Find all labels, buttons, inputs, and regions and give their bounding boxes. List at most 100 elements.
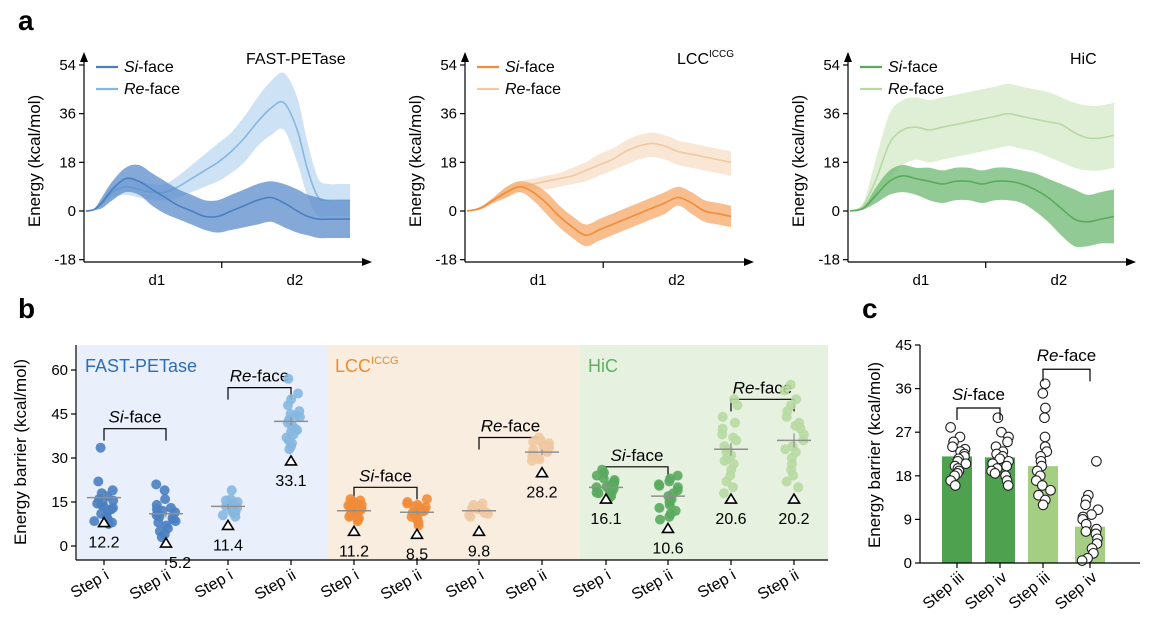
lowest-value-marker (347, 524, 361, 537)
series-band-si-face (467, 181, 731, 247)
data-point (655, 514, 665, 525)
x-tick-label: Step ii (378, 567, 425, 604)
data-point (719, 488, 729, 499)
legend-label: Re-face (505, 81, 561, 98)
data-point (92, 498, 103, 509)
lowest-value-label: 10.6 (652, 540, 683, 557)
data-point (728, 482, 738, 493)
panel-letter-c: c (862, 293, 878, 324)
x-tick-label: Step ii (252, 567, 299, 604)
data-point (479, 508, 490, 519)
data-point (781, 476, 792, 487)
group-name: FAST-PETase (85, 356, 197, 376)
data-point (1040, 402, 1051, 414)
x-tick-label: Step iv (962, 569, 1010, 613)
data-point (1037, 499, 1049, 511)
data-point (654, 502, 665, 513)
enzyme-group-1: FAST-PETase Si-face Re-face 12.2 5.2 11.4 33.1 (77, 345, 327, 572)
data-point (1045, 484, 1056, 496)
lowest-value-label: 12.2 (88, 535, 119, 552)
lowest-value-label: 11.2 (339, 543, 369, 560)
x-tick-label: Step iii (920, 569, 968, 613)
lowest-value-label: 9.8 (468, 543, 490, 560)
lowest-value-label: 5.2 (169, 555, 191, 572)
data-point (1080, 499, 1091, 511)
legend-label: Si-face (888, 59, 938, 76)
data-point (220, 495, 231, 506)
data-point (284, 444, 295, 455)
group-name: HiC (588, 356, 618, 376)
lowest-value-label: 8.5 (406, 546, 428, 563)
series-band-re-face (467, 132, 731, 211)
x-tick-label: Step ii (503, 567, 550, 604)
data-point (467, 503, 477, 514)
y-tick-label: 18 (823, 154, 840, 171)
y-tick-label: -18 (818, 252, 840, 269)
lowest-value-marker (284, 454, 298, 466)
data-point (1039, 378, 1051, 390)
data-point (151, 479, 162, 490)
lowest-value-marker (221, 518, 235, 531)
significance-bracket (103, 428, 167, 441)
data-point (788, 470, 799, 481)
lowest-value-marker (410, 527, 424, 540)
y-tick-label: -18 (435, 252, 457, 269)
data-point (664, 511, 675, 522)
series-band-si-face (850, 164, 1114, 248)
data-point (672, 470, 683, 481)
data-point (1002, 436, 1013, 448)
x-tick-label: Step i (318, 567, 362, 602)
x-tick-label: Step ii (127, 567, 174, 604)
lowest-value-label: 20.6 (715, 511, 746, 528)
x-tick-label: Step ii (629, 567, 676, 604)
x-axis-arrow (1126, 258, 1136, 266)
lowest-value-marker (535, 466, 549, 478)
y-tick-label: 36 (440, 106, 457, 123)
energy-profile-chart-1: 54 36 18 0 -18 d1 d2 Energy (kcal/mol) Si-face Re… (25, 51, 372, 289)
data-point (730, 417, 740, 428)
data-point (945, 422, 956, 433)
data-point (230, 511, 241, 522)
data-point (947, 441, 958, 453)
x-tick-label: d1 (913, 272, 930, 289)
data-point (167, 513, 178, 524)
data-point (717, 411, 728, 422)
x-tick-label: Step i (192, 567, 236, 602)
data-point (528, 436, 539, 447)
y-tick-label: 36 (59, 106, 76, 123)
series-band-re-face (86, 72, 350, 218)
data-point (790, 420, 801, 431)
y-tick-label: 0 (832, 203, 840, 220)
group-name: LCCICCG (335, 355, 399, 376)
bracket-label: Re-face (230, 367, 290, 386)
significance-bracket (956, 407, 1001, 420)
y-tick-label: 0 (449, 203, 457, 220)
series-line-si-face (85, 177, 350, 221)
bracket-label: Si-face (359, 466, 412, 485)
data-point (292, 425, 303, 436)
x-tick-label: d2 (668, 272, 685, 289)
data-point (543, 440, 554, 451)
data-point (1080, 526, 1092, 537)
y-tick-label: 0 (60, 538, 68, 555)
data-point (159, 485, 170, 496)
x-axis-arrow (744, 258, 754, 266)
data-point (780, 444, 791, 455)
y-axis-title: Energy (kcal/mol) (406, 95, 425, 227)
y-tick-label: 15 (51, 494, 68, 511)
lowest-value-label: 16.1 (590, 511, 621, 528)
data-point (781, 411, 792, 422)
data-point (527, 455, 537, 466)
chart-title: LCCICCG (677, 49, 734, 68)
y-tick-label: 18 (59, 154, 76, 171)
data-point (413, 520, 424, 531)
y-tick-label: 45 (895, 337, 912, 354)
data-point (421, 494, 432, 505)
significance-bracket (353, 486, 418, 500)
data-point (793, 482, 804, 493)
data-point (283, 400, 293, 411)
series-line-si-face (466, 185, 732, 237)
enzyme-group-2: LCCICCG Si-face Re-face 11.2 8.5 9.8 28.2 (327, 345, 580, 563)
